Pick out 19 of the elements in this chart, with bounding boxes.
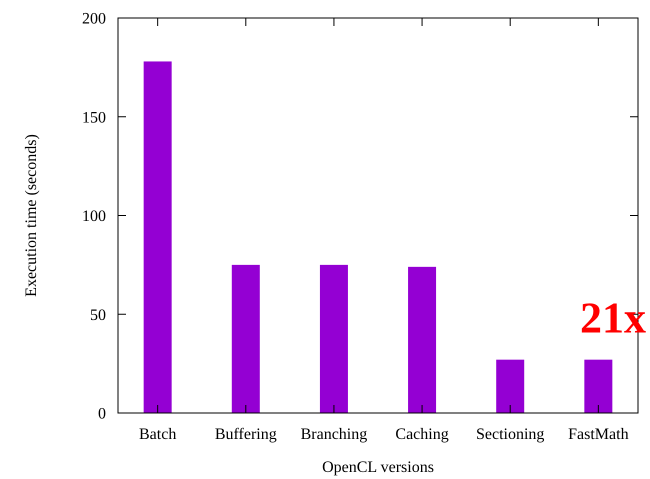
- bar: [496, 360, 524, 413]
- bar: [144, 61, 172, 413]
- y-tick-label: 0: [98, 406, 106, 423]
- bar: [232, 264, 260, 413]
- x-tick-label: Sectioning: [476, 426, 544, 443]
- y-tick-label: 100: [82, 208, 106, 226]
- bar: [320, 264, 348, 413]
- x-tick-label: FastMath: [568, 426, 629, 443]
- y-tick-label: 150: [82, 109, 106, 126]
- x-tick-label: Batch: [138, 426, 176, 443]
- x-tick-label: Branching: [300, 426, 368, 443]
- x-tick-label: Caching: [395, 426, 449, 443]
- x-axis-title: OpenCL versions: [322, 459, 434, 476]
- bar: [408, 266, 436, 413]
- x-tick-label: Buffering: [214, 426, 277, 443]
- y-tick-label: 50: [90, 306, 106, 324]
- y-tick-label: 200: [82, 10, 106, 28]
- bar: [584, 360, 612, 413]
- y-axis-title: Execution time (seconds): [23, 134, 40, 297]
